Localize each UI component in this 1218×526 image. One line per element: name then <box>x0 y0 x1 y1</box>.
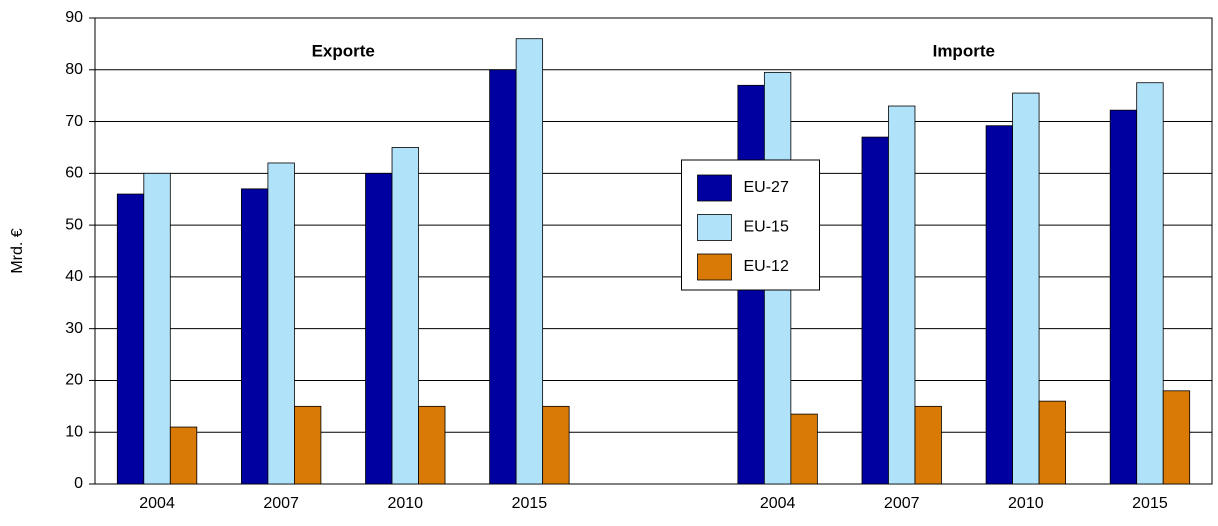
section-label: Exporte <box>312 41 375 60</box>
x-tick-label: 2015 <box>512 495 548 512</box>
bar <box>1136 82 1164 485</box>
y-tick-label: 80 <box>65 61 83 78</box>
x-tick-label: 2007 <box>884 495 920 512</box>
legend-swatch <box>697 174 732 202</box>
bar <box>1162 390 1191 485</box>
bar <box>489 69 517 485</box>
bar <box>1109 109 1138 485</box>
bar <box>418 405 446 485</box>
legend-swatch <box>697 253 732 281</box>
bar <box>391 147 419 485</box>
bar <box>1012 92 1040 485</box>
y-tick-label: 40 <box>65 268 83 285</box>
bar <box>542 405 570 485</box>
legend-label: EU-15 <box>744 219 789 236</box>
y-tick-label: 60 <box>65 165 83 182</box>
bar <box>985 125 1013 485</box>
y-tick-label: 0 <box>74 475 83 492</box>
legend-label: EU-12 <box>744 258 789 275</box>
bar <box>1038 400 1066 485</box>
bar <box>861 136 889 485</box>
y-tick-label: 90 <box>65 9 83 26</box>
bar <box>294 405 322 485</box>
plot-frame <box>94 17 1213 485</box>
legend-label: EU-27 <box>744 179 789 196</box>
bar <box>888 105 916 485</box>
bar <box>143 172 171 485</box>
legend-swatch <box>697 214 732 241</box>
y-tick-label: 10 <box>65 423 83 440</box>
bar <box>267 162 295 485</box>
y-tick-label: 70 <box>65 113 83 130</box>
bar <box>169 426 198 485</box>
bar <box>241 188 269 485</box>
bar <box>790 413 818 485</box>
y-tick-label: 50 <box>65 216 83 233</box>
x-tick-label: 2010 <box>1008 495 1044 512</box>
y-tick-label: 20 <box>65 372 83 389</box>
section-label: Importe <box>933 41 995 60</box>
bar <box>116 193 145 485</box>
x-tick-label: 2015 <box>1132 495 1168 512</box>
x-tick-label: 2004 <box>139 495 175 512</box>
y-axis-label: Mrd. € <box>9 228 26 273</box>
bar <box>914 405 942 485</box>
bar <box>365 172 393 485</box>
bar <box>515 38 544 485</box>
y-tick-label: 30 <box>65 320 83 337</box>
x-tick-label: 2007 <box>263 495 299 512</box>
x-tick-label: 2004 <box>760 495 796 512</box>
x-tick-label: 2010 <box>387 495 423 512</box>
